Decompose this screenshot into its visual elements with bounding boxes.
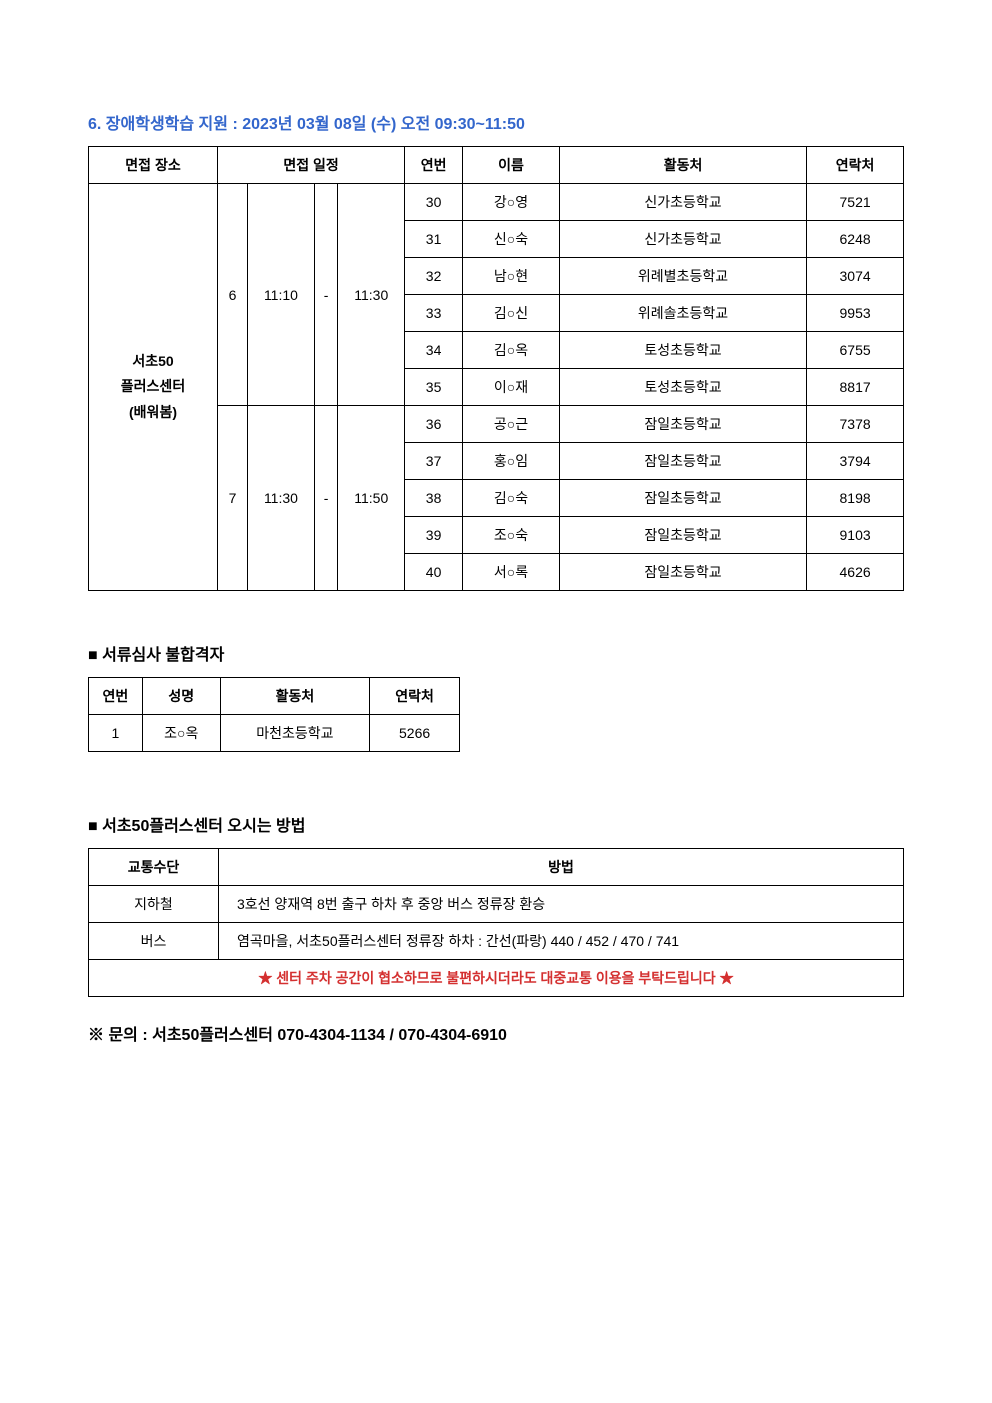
inquiry-text: ※ 문의 : 서초50플러스센터 070-4304-1134 / 070-430…	[88, 1021, 904, 1045]
col-location: 면접 장소	[89, 147, 218, 184]
time-dash: -	[314, 184, 338, 406]
time-start: 11:10	[248, 184, 315, 406]
warning-cell: ★ 센터 주차 공간이 협소하므로 불편하시더라도 대중교통 이용을 부탁드립니…	[89, 960, 904, 997]
table-row: 지하철 3호선 양재역 8번 출구 하차 후 중앙 버스 정류장 환승	[89, 886, 904, 923]
row-num: 31	[405, 221, 463, 258]
fail-table: 연번 성명 활동처 연락처 1 조○옥 마천초등학교 5266	[88, 677, 460, 752]
col-contact: 연락처	[370, 678, 460, 715]
time-end: 11:30	[338, 184, 405, 406]
row-contact: 3074	[807, 258, 904, 295]
row-place: 잠일초등학교	[559, 554, 806, 591]
row-name: 조○옥	[142, 715, 220, 752]
table-header-row: 교통수단 방법	[89, 849, 904, 886]
row-contact: 7521	[807, 184, 904, 221]
row-num: 32	[405, 258, 463, 295]
col-transport: 교통수단	[89, 849, 219, 886]
col-method: 방법	[219, 849, 904, 886]
transport-cell: 지하철	[89, 886, 219, 923]
group-num: 7	[218, 406, 248, 591]
row-contact: 7378	[807, 406, 904, 443]
loc-line3: (배워봄)	[95, 400, 211, 425]
group-num: 6	[218, 184, 248, 406]
row-name: 이○재	[463, 369, 560, 406]
direction-table: 교통수단 방법 지하철 3호선 양재역 8번 출구 하차 후 중앙 버스 정류장…	[88, 848, 904, 997]
row-num: 34	[405, 332, 463, 369]
table-row: 버스 염곡마을, 서초50플러스센터 정류장 하차 : 간선(파랑) 440 /…	[89, 923, 904, 960]
col-place: 활동처	[220, 678, 370, 715]
row-place: 토성초등학교	[559, 332, 806, 369]
row-place: 잠일초등학교	[559, 517, 806, 554]
row-name: 남○현	[463, 258, 560, 295]
row-contact: 8817	[807, 369, 904, 406]
row-num: 38	[405, 480, 463, 517]
row-name: 김○숙	[463, 480, 560, 517]
table-header-row: 면접 장소 면접 일정 연번 이름 활동처 연락처	[89, 147, 904, 184]
row-contact: 9103	[807, 517, 904, 554]
loc-line2: 플러스센터	[95, 374, 211, 399]
fail-section-title: ■ 서류심사 불합격자	[88, 641, 904, 665]
row-name: 강○영	[463, 184, 560, 221]
row-place: 잠일초등학교	[559, 480, 806, 517]
row-name: 김○신	[463, 295, 560, 332]
row-contact: 6248	[807, 221, 904, 258]
row-name: 신○숙	[463, 221, 560, 258]
direction-section-title: ■ 서초50플러스센터 오시는 방법	[88, 812, 904, 836]
warning-row: ★ 센터 주차 공간이 협소하므로 불편하시더라도 대중교통 이용을 부탁드립니…	[89, 960, 904, 997]
transport-cell: 버스	[89, 923, 219, 960]
time-dash: -	[314, 406, 338, 591]
row-contact: 9953	[807, 295, 904, 332]
row-name: 조○숙	[463, 517, 560, 554]
row-num: 33	[405, 295, 463, 332]
row-place: 잠일초등학교	[559, 406, 806, 443]
row-num: 37	[405, 443, 463, 480]
table-row: 1 조○옥 마천초등학교 5266	[89, 715, 460, 752]
row-place: 마천초등학교	[220, 715, 370, 752]
row-contact: 5266	[370, 715, 460, 752]
col-place: 활동처	[559, 147, 806, 184]
row-contact: 3794	[807, 443, 904, 480]
row-name: 홍○임	[463, 443, 560, 480]
table-header-row: 연번 성명 활동처 연락처	[89, 678, 460, 715]
row-place: 토성초등학교	[559, 369, 806, 406]
row-num: 1	[89, 715, 143, 752]
row-contact: 4626	[807, 554, 904, 591]
row-num: 40	[405, 554, 463, 591]
col-number: 연번	[89, 678, 143, 715]
row-num: 36	[405, 406, 463, 443]
col-name: 성명	[142, 678, 220, 715]
row-num: 30	[405, 184, 463, 221]
row-contact: 8198	[807, 480, 904, 517]
col-schedule: 면접 일정	[218, 147, 405, 184]
row-num: 35	[405, 369, 463, 406]
row-place: 잠일초등학교	[559, 443, 806, 480]
method-cell: 3호선 양재역 8번 출구 하차 후 중앙 버스 정류장 환승	[219, 886, 904, 923]
row-place: 위례별초등학교	[559, 258, 806, 295]
loc-line1: 서초50	[95, 349, 211, 374]
row-name: 서○록	[463, 554, 560, 591]
col-name: 이름	[463, 147, 560, 184]
section6-title: 6. 장애학생학습 지원 : 2023년 03월 08일 (수) 오전 09:3…	[88, 110, 904, 134]
time-end: 11:50	[338, 406, 405, 591]
row-contact: 6755	[807, 332, 904, 369]
method-cell: 염곡마을, 서초50플러스센터 정류장 하차 : 간선(파랑) 440 / 45…	[219, 923, 904, 960]
row-place: 신가초등학교	[559, 184, 806, 221]
row-place: 위례솔초등학교	[559, 295, 806, 332]
col-contact: 연락처	[807, 147, 904, 184]
table-row: 서초50 플러스센터 (배워봄) 6 11:10 - 11:30 30 강○영 …	[89, 184, 904, 221]
row-num: 39	[405, 517, 463, 554]
row-place: 신가초등학교	[559, 221, 806, 258]
row-name: 공○근	[463, 406, 560, 443]
row-name: 김○옥	[463, 332, 560, 369]
time-start: 11:30	[248, 406, 315, 591]
col-number: 연번	[405, 147, 463, 184]
interview-schedule-table: 면접 장소 면접 일정 연번 이름 활동처 연락처 서초50 플러스센터 (배워…	[88, 146, 904, 591]
location-cell: 서초50 플러스센터 (배워봄)	[89, 184, 218, 591]
